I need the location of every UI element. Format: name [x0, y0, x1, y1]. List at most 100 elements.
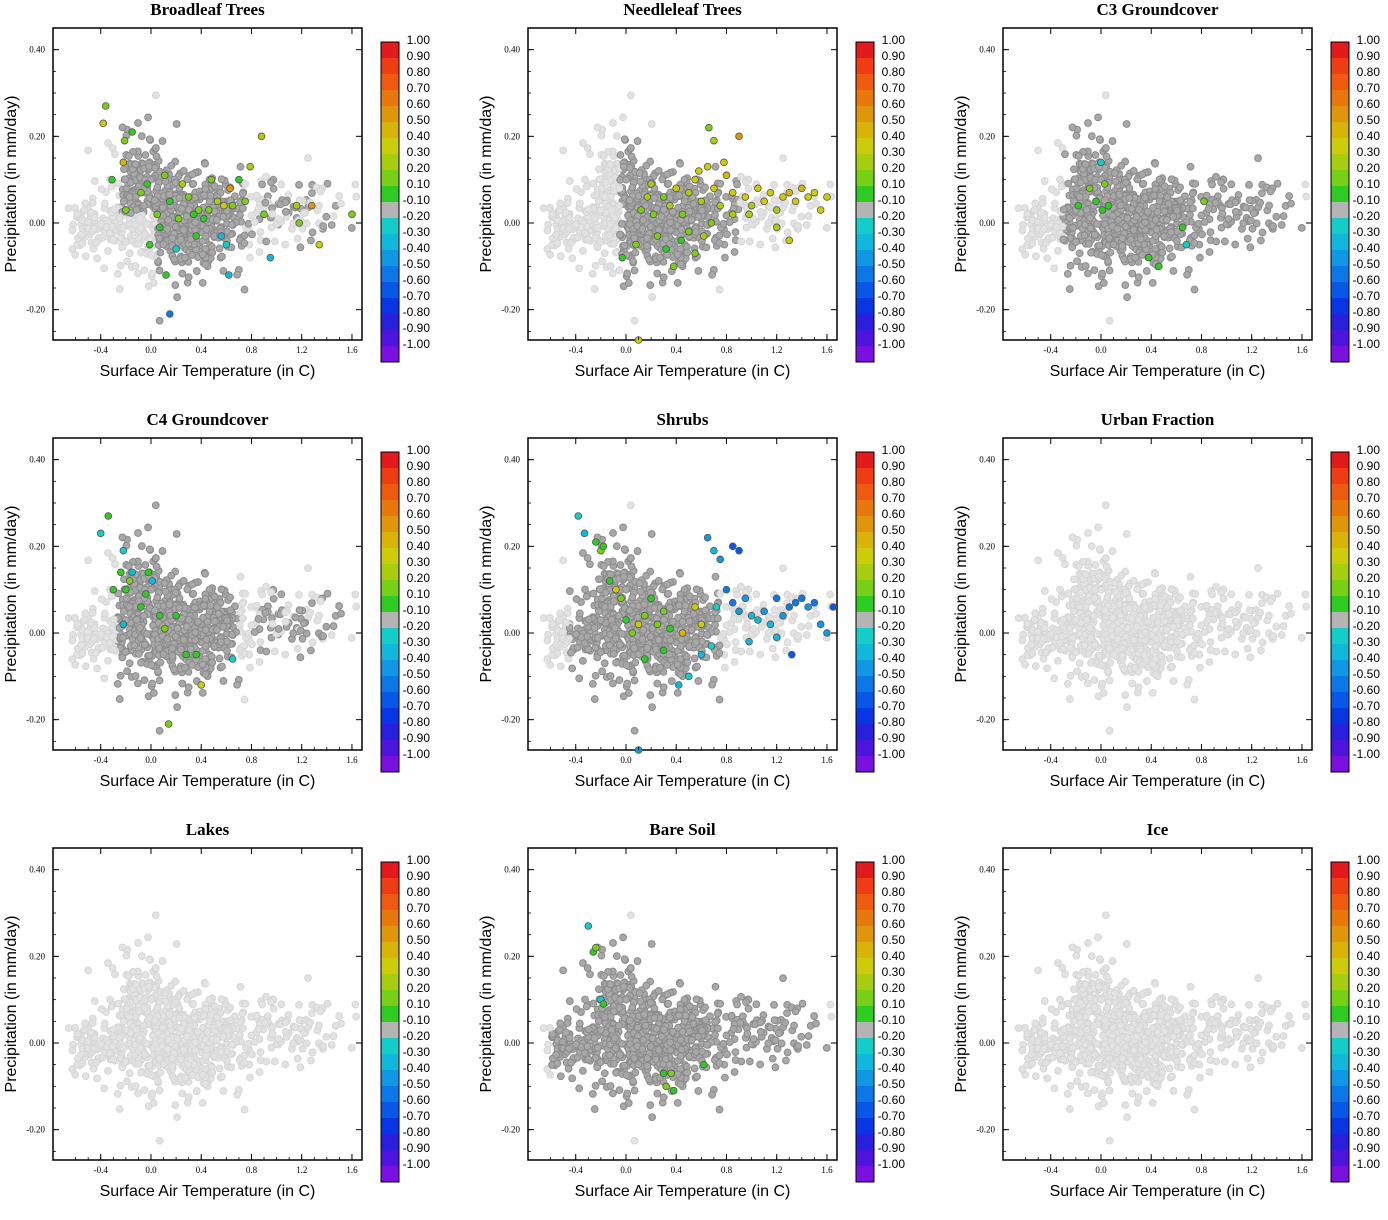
colorbar-swatch: [381, 106, 399, 122]
light-point: [1302, 181, 1309, 188]
grey-point: [1280, 213, 1287, 220]
grey-point: [1098, 252, 1105, 259]
colored-point: [619, 254, 626, 261]
colored-point: [195, 207, 202, 214]
colorbar-swatch: [856, 106, 874, 122]
grey-point: [674, 279, 681, 286]
grey-point: [616, 677, 623, 684]
light-point: [554, 240, 561, 247]
scatter-panel-shrubs: ShrubsExpt = tfmD2-tewT2-0.40.00.40.81.2…: [475, 410, 935, 810]
light-point: [108, 183, 115, 190]
colored-point: [138, 189, 145, 196]
colored-point: [685, 189, 692, 196]
light-point: [91, 225, 98, 232]
colorbar-swatch: [381, 346, 399, 362]
grey-point: [176, 195, 183, 202]
colored-point: [644, 194, 651, 201]
light-point: [544, 227, 551, 234]
grey-point: [1130, 167, 1137, 174]
colored-point: [633, 241, 640, 248]
grey-point: [686, 208, 693, 215]
light-point: [69, 227, 76, 234]
grey-point: [1191, 240, 1198, 247]
light-point: [105, 657, 112, 664]
light-point: [791, 612, 798, 619]
grey-point: [649, 704, 656, 711]
light-point: [116, 286, 123, 293]
light-point: [1029, 240, 1036, 247]
grey-point: [655, 637, 662, 644]
colored-point: [1145, 254, 1152, 261]
grey-point: [207, 192, 214, 199]
light-point: [122, 239, 129, 246]
grey-point: [631, 677, 638, 684]
grey-point: [654, 270, 661, 277]
colorbar-label: -0.40: [403, 241, 431, 255]
grey-point: [1154, 208, 1161, 215]
light-point: [131, 232, 138, 239]
colored-point: [824, 194, 831, 201]
grey-point: [185, 616, 192, 623]
grey-point: [116, 696, 123, 703]
grey-point: [1152, 217, 1159, 224]
grey-point: [657, 254, 664, 261]
grey-point: [677, 671, 684, 678]
light-point: [1048, 186, 1055, 193]
colored-point: [236, 176, 243, 183]
colored-point: [742, 194, 749, 201]
grey-point: [169, 235, 176, 242]
light-point: [352, 181, 359, 188]
light-point: [556, 206, 563, 213]
grey-point: [1085, 240, 1092, 247]
grey-point: [722, 254, 729, 261]
light-point: [563, 619, 570, 626]
grey-point: [1115, 217, 1122, 224]
light-point: [1031, 206, 1038, 213]
colorbar-label: 0.20: [1357, 161, 1381, 175]
colorbar-swatch: [381, 202, 399, 218]
light-point: [137, 215, 144, 222]
colorbar-label: 0.50: [1357, 113, 1381, 127]
colored-point: [242, 198, 249, 205]
y-axis-label: Precipitation (in mm/day): [3, 506, 20, 683]
grey-point: [1165, 200, 1172, 207]
light-point: [769, 235, 776, 242]
colorbar-swatch: [1331, 218, 1349, 234]
grey-point: [1270, 223, 1277, 230]
grey-point: [1168, 176, 1175, 183]
colorbar-swatch: [381, 42, 399, 58]
colorbar-label: -0.40: [1353, 241, 1381, 255]
colored-point: [721, 159, 728, 166]
colorbar-label: 1.00: [882, 33, 906, 47]
grey-point: [153, 153, 160, 160]
grey-point: [1250, 210, 1257, 217]
grey-point: [180, 227, 187, 234]
grey-point: [204, 618, 211, 625]
grey-point: [159, 548, 166, 555]
grey-point: [259, 181, 266, 188]
light-point: [827, 181, 834, 188]
x-tick-label: 0.8: [246, 755, 258, 765]
grey-point: [625, 280, 632, 287]
colored-point: [729, 211, 736, 218]
x-axis-label: Surface Air Temperature (in C): [100, 773, 316, 790]
light-point: [241, 650, 248, 657]
grey-point: [1082, 161, 1089, 168]
light-point: [560, 147, 567, 154]
grey-point: [189, 252, 196, 259]
colored-point: [780, 194, 787, 201]
light-point: [547, 614, 554, 621]
grey-point: [1152, 233, 1159, 240]
grey-point: [1139, 171, 1146, 178]
grey-point: [1067, 262, 1074, 269]
colorbar-swatch: [381, 516, 399, 532]
colored-point: [129, 129, 136, 136]
grey-point: [637, 588, 644, 595]
grey-point: [122, 649, 129, 656]
light-point: [608, 206, 615, 213]
colorbar-label: -0.80: [403, 715, 431, 729]
colorbar-label: 0.20: [407, 571, 431, 585]
colorbar-swatch: [1331, 170, 1349, 186]
grey-point: [682, 602, 689, 609]
grey-point: [647, 282, 654, 289]
